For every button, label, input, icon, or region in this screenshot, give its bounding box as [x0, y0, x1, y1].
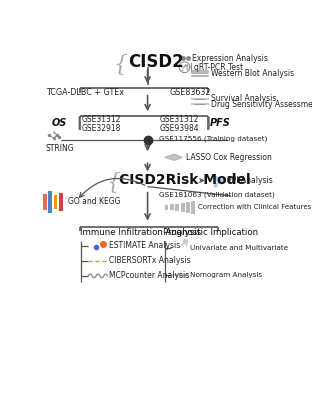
Bar: [54, 195, 57, 209]
Text: CIBERSORTx Analysis: CIBERSORTx Analysis: [109, 256, 191, 265]
Text: PPI Analysis: PPI Analysis: [227, 176, 273, 185]
Text: LASSO Cox Regression: LASSO Cox Regression: [186, 153, 272, 162]
Text: }: }: [114, 51, 128, 73]
Text: GSE93984: GSE93984: [159, 124, 199, 132]
Text: MCPcounter Analysis: MCPcounter Analysis: [109, 272, 189, 280]
Text: OS: OS: [51, 118, 66, 128]
Text: |: |: [76, 117, 80, 130]
Text: GO and KEGG: GO and KEGG: [67, 198, 120, 206]
Text: CISD2: CISD2: [128, 53, 184, 71]
Bar: [43, 194, 47, 210]
Text: Prognostic Implication: Prognostic Implication: [163, 228, 258, 237]
Text: Survival Analysis: Survival Analysis: [211, 94, 276, 103]
Text: Correction with Clinical Features: Correction with Clinical Features: [198, 204, 312, 210]
Text: Univariate and Multivariate: Univariate and Multivariate: [190, 245, 288, 251]
Text: PFS: PFS: [210, 118, 231, 128]
Bar: [181, 203, 184, 212]
Text: GSE181063 (Validation dataset): GSE181063 (Validation dataset): [159, 191, 275, 198]
Text: |: |: [206, 117, 210, 130]
Bar: [186, 202, 190, 213]
Text: GSE31312: GSE31312: [81, 115, 121, 124]
Text: GSE117556 (Training dataset): GSE117556 (Training dataset): [159, 136, 267, 142]
Bar: [175, 204, 179, 211]
Bar: [170, 204, 174, 210]
Text: }: }: [106, 170, 120, 192]
Text: GSE32918: GSE32918: [81, 124, 121, 132]
Text: Immune Infiltration Analysis: Immune Infiltration Analysis: [80, 228, 201, 237]
Text: Drug Sensitivity Assessment: Drug Sensitivity Assessment: [211, 100, 312, 110]
Text: qRT-PCR Test: qRT-PCR Test: [194, 63, 243, 72]
Text: Expression Analysis: Expression Analysis: [192, 54, 268, 62]
Bar: [164, 205, 168, 210]
Text: GSE83632: GSE83632: [169, 88, 211, 97]
Text: STRING: STRING: [46, 144, 75, 152]
Polygon shape: [164, 154, 182, 160]
Text: GSE31312: GSE31312: [159, 115, 198, 124]
Text: Western Blot Analysis: Western Blot Analysis: [211, 69, 294, 78]
Text: TCGA-DLBC + GTEx: TCGA-DLBC + GTEx: [46, 88, 124, 97]
Text: Nomogram Analysis: Nomogram Analysis: [190, 272, 262, 278]
Bar: [48, 191, 52, 213]
Text: ESTIMATE Analysis: ESTIMATE Analysis: [109, 241, 180, 250]
Bar: [59, 193, 63, 211]
Text: CISD2Risk Model: CISD2Risk Model: [119, 174, 251, 188]
Bar: [192, 201, 195, 214]
